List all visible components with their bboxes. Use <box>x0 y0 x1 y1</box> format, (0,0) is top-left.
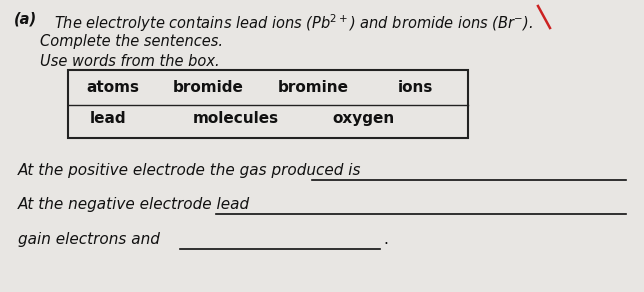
Text: bromide: bromide <box>173 80 244 95</box>
Text: At the positive electrode the gas produced is: At the positive electrode the gas produc… <box>18 163 361 178</box>
Text: oxygen: oxygen <box>332 111 394 126</box>
Text: lead: lead <box>90 111 127 126</box>
Text: Use words from the box.: Use words from the box. <box>40 54 220 69</box>
Text: The electrolyte contains lead ions (Pb$^{2+}$) and bromide ions (Br$^{-}$).: The electrolyte contains lead ions (Pb$^… <box>54 12 533 34</box>
Text: atoms: atoms <box>86 80 139 95</box>
Text: bromine: bromine <box>278 80 349 95</box>
Text: gain electrons and: gain electrons and <box>18 232 160 247</box>
Text: molecules: molecules <box>193 111 279 126</box>
Text: .: . <box>383 232 388 247</box>
Text: Complete the sentences.: Complete the sentences. <box>40 34 223 49</box>
Text: (a): (a) <box>14 12 37 27</box>
Bar <box>68 70 468 138</box>
Text: ions: ions <box>398 80 433 95</box>
Text: At the negative electrode lead: At the negative electrode lead <box>18 197 250 212</box>
